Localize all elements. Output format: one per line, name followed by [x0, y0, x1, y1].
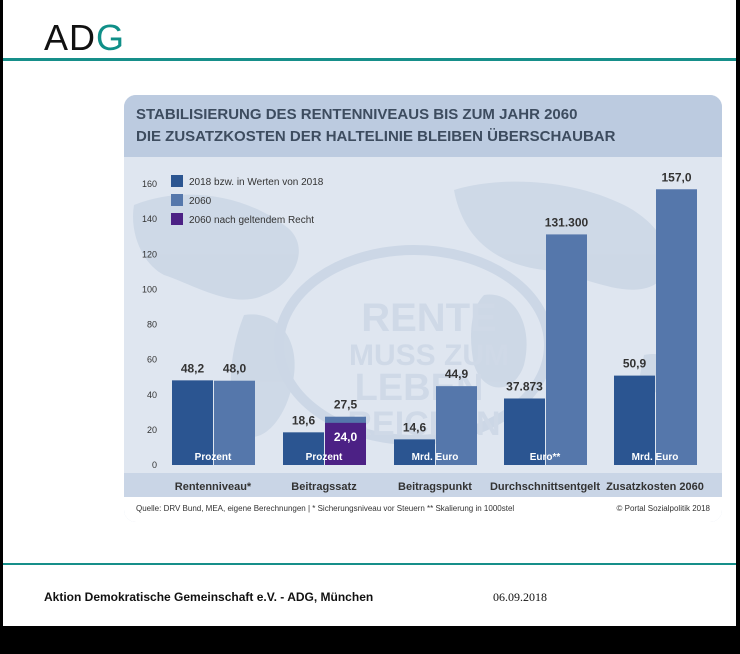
y-tick-label: 60	[147, 355, 157, 365]
header-divider	[3, 58, 736, 61]
unit-label: Prozent	[195, 452, 232, 463]
right-frame-border	[736, 0, 740, 654]
slogan-line-2: MUSS ZUM	[349, 339, 509, 372]
y-tick-label: 20	[147, 425, 157, 435]
title-band	[124, 95, 722, 157]
data-label: 24,0	[334, 430, 358, 444]
bar	[504, 398, 545, 465]
bar	[172, 380, 213, 465]
bar	[214, 380, 255, 465]
bar	[436, 386, 477, 465]
unit-label: Mrd. Euro	[632, 452, 679, 463]
y-tick-label: 120	[142, 249, 157, 259]
data-label: 157,0	[661, 170, 691, 184]
footer-organization: Aktion Demokratische Gemeinschaft e.V. -…	[44, 590, 374, 604]
legend-swatch	[171, 175, 183, 187]
y-tick-label: 0	[152, 460, 157, 470]
source-note: Quelle: DRV Bund, MEA, eigene Berechnung…	[136, 504, 514, 513]
left-frame-border	[0, 0, 3, 654]
y-tick-label: 100	[142, 284, 157, 294]
footer-divider	[3, 563, 736, 565]
category-labels: Rentenniveau* Beitragssatz Beitragspunkt Du…	[175, 481, 704, 493]
bar	[394, 439, 435, 465]
data-label: 48,2	[181, 361, 205, 375]
source-band	[124, 497, 722, 522]
category-label: Beitragspunkt	[398, 481, 472, 493]
legend-swatch	[171, 194, 183, 206]
bottom-black-bar	[0, 626, 740, 654]
bar	[283, 432, 324, 465]
category-label: Zusatzkosten 2060	[606, 481, 704, 493]
chart-svg: RENTE MUSS ZUM LEBEN REICHEN STABILISIER…	[124, 95, 722, 522]
data-label: 18,6	[292, 413, 316, 427]
bar	[614, 375, 655, 465]
chart-title: STABILISIERUNG DES RENTENNIVEAUS BIS ZUM…	[136, 106, 577, 123]
y-tick-label: 40	[147, 390, 157, 400]
data-label: 27,5	[334, 398, 358, 412]
legend-swatch	[171, 213, 183, 225]
adg-logo: ADG	[44, 17, 126, 58]
bar	[325, 422, 366, 465]
y-tick-label: 140	[142, 214, 157, 224]
footer-date: 06.09.2018	[493, 590, 547, 604]
unit-label: Euro**	[530, 452, 561, 463]
y-tick-label: 80	[147, 320, 157, 330]
data-label: 44,9	[445, 367, 469, 381]
data-label: 131.300	[545, 215, 589, 229]
data-label: 14,6	[403, 420, 427, 434]
chart-subtitle: DIE ZUSATZKOSTEN DER HALTELINIE BLEIBEN …	[136, 128, 616, 145]
legend-label: 2060	[189, 196, 212, 207]
y-axis: 0 20 40 60 80 100 120 140 160	[142, 179, 157, 470]
category-band	[124, 473, 722, 497]
data-label: 50,9	[623, 357, 647, 371]
copyright: © Portal Sozialpolitik 2018	[617, 504, 711, 513]
legend-label: 2018 bzw. in Werten von 2018	[189, 177, 324, 188]
chart-card: RENTE MUSS ZUM LEBEN REICHEN STABILISIER…	[124, 95, 722, 522]
y-tick-label: 160	[142, 179, 157, 189]
bars: 48,2 48,0 Prozent 18,6 27,5 24,0 Prozent 14,6 44…	[172, 170, 697, 466]
unit-label: Mrd. Euro	[412, 452, 459, 463]
unit-label: Prozent	[306, 452, 343, 463]
data-label: 37.873	[506, 379, 543, 393]
legend-label: 2060 nach geltendem Recht	[189, 215, 314, 226]
category-label: Beitragssatz	[291, 481, 357, 493]
bar	[656, 189, 697, 466]
slogan-line-1: RENTE	[361, 296, 497, 340]
category-label: Durchschnittsentgelt	[490, 481, 600, 493]
bar	[546, 234, 587, 465]
legend: 2018 bzw. in Werten von 2018 2060 2060 nac…	[171, 175, 324, 226]
data-label: 48,0	[223, 362, 247, 376]
category-label: Rentenniveau*	[175, 481, 252, 493]
